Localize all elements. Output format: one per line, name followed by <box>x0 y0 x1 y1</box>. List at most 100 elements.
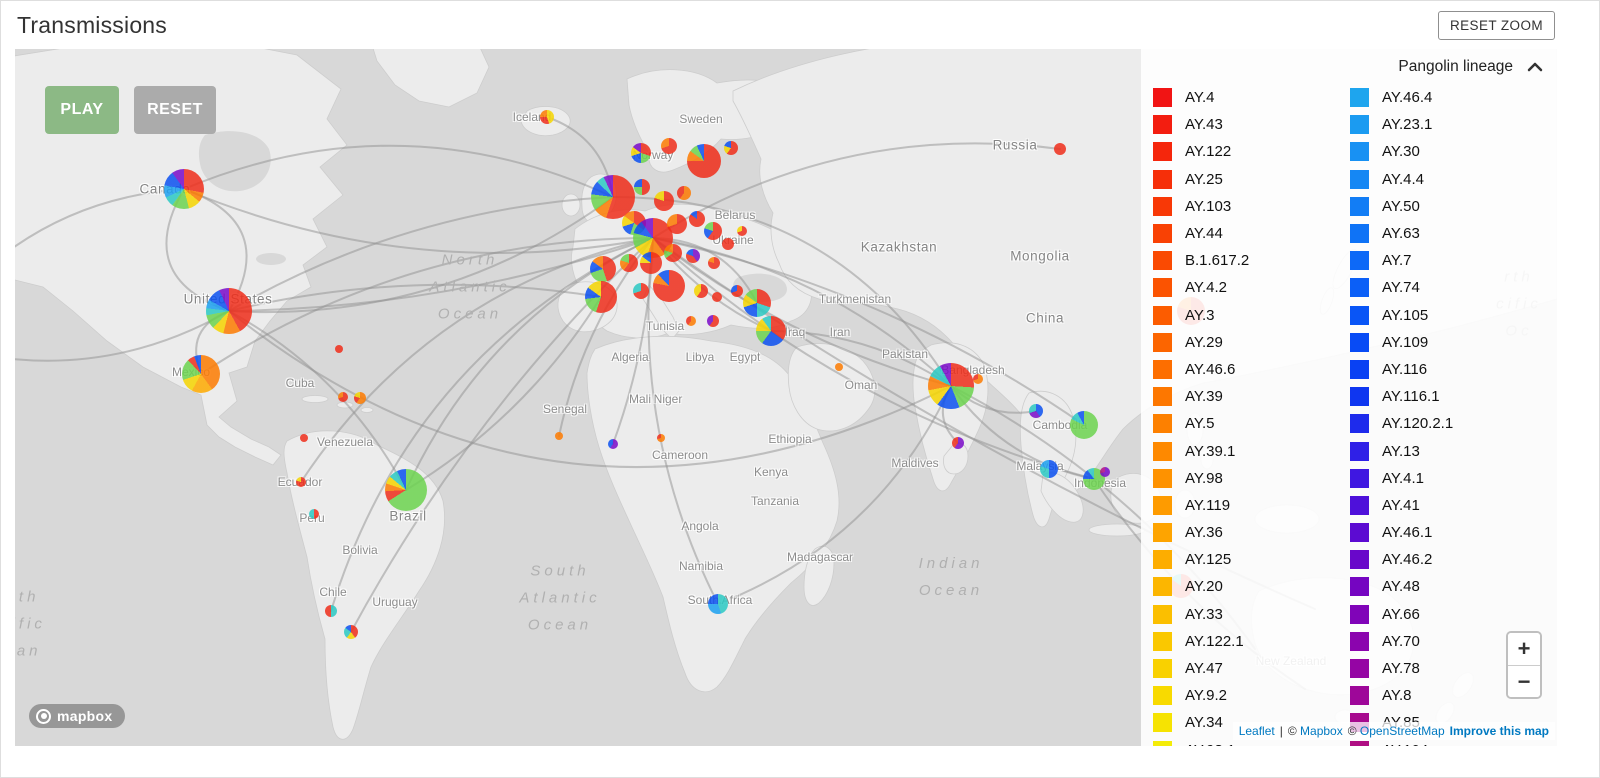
legend-item[interactable]: AY.4.4 <box>1350 166 1547 193</box>
legend-item[interactable]: AY.122.1 <box>1153 628 1350 655</box>
legend-item[interactable]: AY.105 <box>1350 302 1547 329</box>
legend-item[interactable]: AY.125 <box>1153 546 1350 573</box>
legend-item[interactable]: AY.25 <box>1153 166 1350 193</box>
legend-item[interactable]: AY.66 <box>1350 601 1547 628</box>
legend-item[interactable]: AY.98.1 <box>1153 737 1350 746</box>
pie-node[interactable] <box>835 363 843 371</box>
pie-node[interactable] <box>731 285 743 297</box>
legend-item[interactable]: AY.43 <box>1153 111 1350 138</box>
legend-item[interactable]: AY.116.1 <box>1350 383 1547 410</box>
zoom-out-button[interactable]: − <box>1508 665 1540 697</box>
pie-node[interactable] <box>325 605 337 617</box>
leaflet-link[interactable]: Leaflet <box>1238 724 1275 738</box>
legend-item[interactable]: AY.46.4 <box>1350 84 1547 111</box>
legend-item[interactable]: AY.29 <box>1153 329 1350 356</box>
pie-node[interactable] <box>677 186 691 200</box>
legend-item[interactable]: AY.4.1 <box>1350 465 1547 492</box>
pie-node[interactable] <box>620 254 638 272</box>
pie-node[interactable] <box>724 141 738 155</box>
pie-node[interactable] <box>1070 411 1098 439</box>
legend-item[interactable]: AY.39 <box>1153 383 1350 410</box>
osm-link[interactable]: OpenStreetMap <box>1359 724 1445 738</box>
improve-map-link[interactable]: Improve this map <box>1449 724 1549 738</box>
pie-node[interactable] <box>667 214 687 234</box>
legend-item[interactable]: AY.46.1 <box>1350 519 1547 546</box>
legend-item[interactable]: AY.5 <box>1153 410 1350 437</box>
pie-node[interactable] <box>704 222 722 240</box>
pie-node[interactable] <box>182 355 220 393</box>
legend-item[interactable]: AY.98 <box>1153 465 1350 492</box>
pie-node[interactable] <box>686 316 696 326</box>
pie-node[interactable] <box>712 292 722 302</box>
reset-zoom-button[interactable]: RESET ZOOM <box>1437 10 1555 40</box>
pie-node[interactable] <box>300 434 308 442</box>
legend-item[interactable]: AY.7 <box>1350 247 1547 274</box>
pie-node[interactable] <box>354 392 366 404</box>
pie-node[interactable] <box>590 256 616 282</box>
legend-item[interactable]: AY.4 <box>1153 84 1350 111</box>
pie-node[interactable] <box>687 144 721 178</box>
legend-item[interactable]: AY.48 <box>1350 573 1547 600</box>
legend-item[interactable]: AY.109 <box>1350 329 1547 356</box>
pie-node[interactable] <box>743 289 771 317</box>
pie-node[interactable] <box>664 244 682 262</box>
pie-node[interactable] <box>1054 143 1066 155</box>
legend-item[interactable]: AY.122 <box>1153 138 1350 165</box>
pie-node[interactable] <box>631 143 651 163</box>
reset-button[interactable]: RESET <box>134 86 216 134</box>
pie-node[interactable] <box>654 191 674 211</box>
legend-item[interactable]: AY.13 <box>1350 437 1547 464</box>
legend-item[interactable]: AY.9.2 <box>1153 682 1350 709</box>
legend-item[interactable]: AY.36 <box>1153 519 1350 546</box>
pie-node[interactable] <box>708 594 728 614</box>
legend-item[interactable]: AY.103 <box>1153 193 1350 220</box>
legend-item[interactable]: AY.63 <box>1350 220 1547 247</box>
pie-node[interactable] <box>338 392 348 402</box>
pie-node[interactable] <box>585 281 617 313</box>
pie-node[interactable] <box>661 138 677 154</box>
pie-node[interactable] <box>164 169 204 209</box>
legend-item[interactable]: AY.47 <box>1153 655 1350 682</box>
pie-node[interactable] <box>634 179 650 195</box>
legend-item[interactable]: AY.44 <box>1153 220 1350 247</box>
legend-item[interactable]: AY.34 <box>1153 709 1350 736</box>
legend-item[interactable]: AY.39.1 <box>1153 437 1350 464</box>
play-button[interactable]: PLAY <box>45 86 119 134</box>
pie-node[interactable] <box>633 283 649 299</box>
pie-node[interactable] <box>708 257 720 269</box>
legend-item[interactable]: AY.46.2 <box>1350 546 1547 573</box>
legend-item[interactable]: AY.120.2.1 <box>1350 410 1547 437</box>
legend-item[interactable]: AY.41 <box>1350 492 1547 519</box>
pie-node[interactable] <box>1100 467 1110 477</box>
pie-node[interactable] <box>335 345 343 353</box>
legend-item[interactable]: AY.104 <box>1350 737 1547 746</box>
zoom-in-button[interactable]: + <box>1508 633 1540 665</box>
map-container[interactable]: CanadaUnited StatesMexicoCubaVenezuelaEc… <box>15 49 1557 746</box>
pie-node[interactable] <box>385 469 427 511</box>
pie-node[interactable] <box>309 509 319 519</box>
pie-node[interactable] <box>952 437 964 449</box>
pie-node[interactable] <box>973 374 983 384</box>
pie-node[interactable] <box>707 315 719 327</box>
legend-item[interactable]: AY.46.6 <box>1153 356 1350 383</box>
pie-node[interactable] <box>694 284 708 298</box>
pie-node[interactable] <box>928 363 974 409</box>
mapbox-logo[interactable]: mapbox <box>29 704 126 728</box>
collapse-legend-icon[interactable] <box>1527 62 1543 72</box>
legend-item[interactable]: AY.3 <box>1153 302 1350 329</box>
pie-node[interactable] <box>1029 404 1043 418</box>
legend-item[interactable]: AY.119 <box>1153 492 1350 519</box>
legend-item[interactable]: AY.8 <box>1350 682 1547 709</box>
legend-item[interactable]: AY.70 <box>1350 628 1547 655</box>
pie-node[interactable] <box>344 625 358 639</box>
pie-node[interactable] <box>608 439 618 449</box>
legend-item[interactable]: AY.33 <box>1153 601 1350 628</box>
pie-node[interactable] <box>737 226 747 236</box>
pie-node[interactable] <box>540 110 554 124</box>
pie-node[interactable] <box>653 270 685 302</box>
pie-node[interactable] <box>756 316 786 346</box>
pie-node[interactable] <box>1083 468 1105 490</box>
pie-node[interactable] <box>686 249 700 263</box>
legend-item[interactable]: B.1.617.2 <box>1153 247 1350 274</box>
pie-node[interactable] <box>657 434 665 442</box>
